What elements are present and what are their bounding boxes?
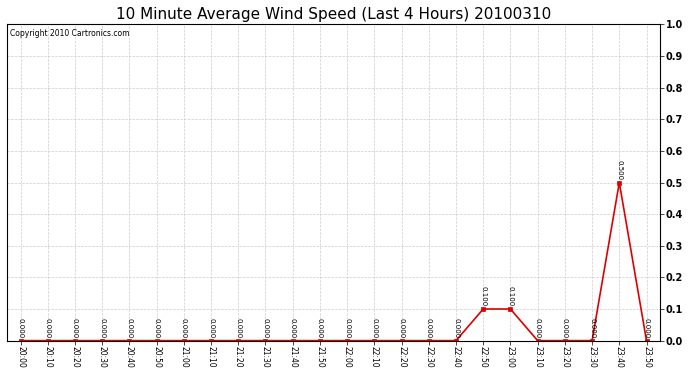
Text: 0.100: 0.100 (507, 286, 513, 306)
Text: 0.000: 0.000 (535, 318, 541, 338)
Text: 0.000: 0.000 (426, 318, 432, 338)
Text: 0.000: 0.000 (208, 318, 214, 338)
Text: 0.100: 0.100 (480, 286, 486, 306)
Text: 0.000: 0.000 (262, 318, 268, 338)
Text: 0.000: 0.000 (644, 318, 649, 338)
Text: 0.000: 0.000 (99, 318, 105, 338)
Text: 0.000: 0.000 (181, 318, 187, 338)
Text: 0.000: 0.000 (453, 318, 459, 338)
Text: 0.000: 0.000 (562, 318, 568, 338)
Text: 0.000: 0.000 (154, 318, 159, 338)
Text: 0.000: 0.000 (317, 318, 323, 338)
Text: 0.500: 0.500 (616, 160, 622, 180)
Text: 0.000: 0.000 (235, 318, 242, 338)
Text: 0.000: 0.000 (344, 318, 350, 338)
Text: 0.000: 0.000 (126, 318, 132, 338)
Text: Copyright 2010 Cartronics.com: Copyright 2010 Cartronics.com (10, 29, 130, 38)
Text: 0.000: 0.000 (290, 318, 296, 338)
Title: 10 Minute Average Wind Speed (Last 4 Hours) 20100310: 10 Minute Average Wind Speed (Last 4 Hou… (116, 7, 551, 22)
Text: 0.000: 0.000 (72, 318, 78, 338)
Text: 0.000: 0.000 (589, 318, 595, 338)
Text: 0.000: 0.000 (45, 318, 51, 338)
Text: 0.000: 0.000 (371, 318, 377, 338)
Text: 0.000: 0.000 (17, 318, 23, 338)
Text: 0.000: 0.000 (399, 318, 404, 338)
